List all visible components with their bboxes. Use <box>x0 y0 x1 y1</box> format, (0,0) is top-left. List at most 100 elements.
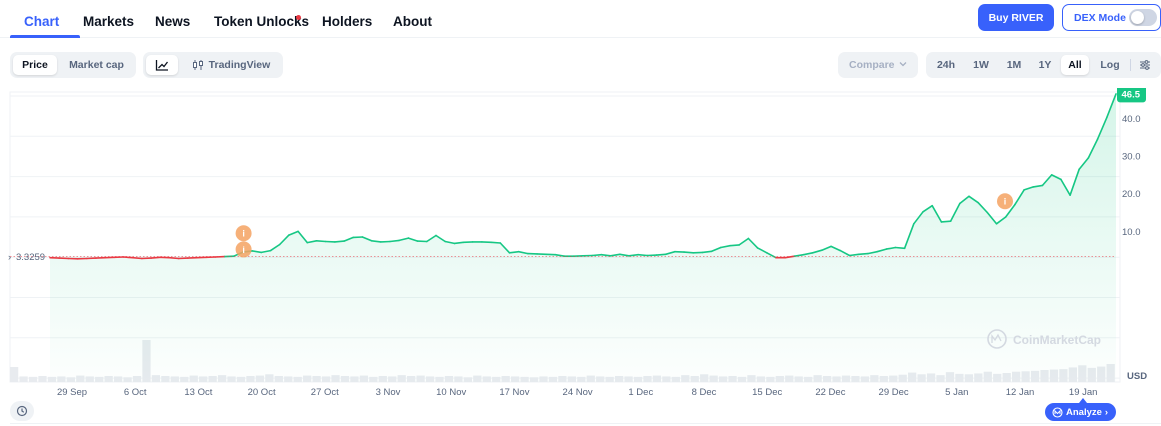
price-line-segment <box>912 211 924 225</box>
chart-settings-button[interactable] <box>1134 55 1156 75</box>
price-line-segment <box>995 216 1007 225</box>
y-tick-label: 40.0 <box>1122 114 1141 125</box>
price-line-segment <box>398 237 410 242</box>
price-line-segment <box>719 244 731 249</box>
info-icon: i <box>1004 197 1007 207</box>
price-line-segment <box>453 241 465 245</box>
x-tick-label: 12 Jan <box>1006 387 1035 398</box>
current-price-tag: 46.5 <box>1117 88 1146 103</box>
chart-type-switch: TradingView <box>143 52 283 78</box>
price-line-segment <box>977 201 989 214</box>
price-line-segment <box>876 248 888 253</box>
event-marker: i <box>235 241 252 258</box>
price-line-segment <box>499 242 511 254</box>
x-tick-label: 6 Oct <box>124 387 147 398</box>
price-line-segment <box>591 253 603 257</box>
price-line-segment <box>701 250 713 254</box>
price-line-segment <box>1023 186 1035 191</box>
price-line-segment <box>1050 174 1062 181</box>
price-line-segment <box>986 211 998 225</box>
price-tab[interactable]: Price <box>13 55 57 75</box>
price-line-segment <box>885 246 897 250</box>
price-line-segment <box>1041 174 1053 187</box>
price-line-segment <box>407 237 419 242</box>
sliders-icon <box>1140 60 1150 70</box>
compare-label: Compare <box>849 59 895 71</box>
tab-about[interactable]: About <box>393 14 432 29</box>
price-line-segment <box>150 256 162 259</box>
dex-mode-toggle[interactable]: DEX Mode <box>1062 4 1161 31</box>
x-tick-label: 3 Nov <box>376 387 401 398</box>
analyze-button[interactable]: Analyze › <box>1045 398 1116 421</box>
time-range-switch: 24h 1W 1M 1Y All Log <box>926 52 1161 78</box>
price-line-segment <box>747 237 759 249</box>
history-button[interactable] <box>10 401 34 421</box>
market-cap-tab[interactable]: Market cap <box>69 59 124 71</box>
price-line-segment <box>269 243 281 252</box>
active-tab-indicator <box>10 35 80 38</box>
price-line-segment <box>683 251 695 254</box>
price-line-segment <box>811 249 823 254</box>
tab-holders[interactable]: Holders <box>322 14 373 29</box>
reference-marker: › <box>8 252 11 263</box>
x-tick-label: 13 Oct <box>184 387 212 398</box>
range-1m[interactable]: 1M <box>1006 59 1022 71</box>
tab-news[interactable]: News <box>155 14 191 29</box>
price-line-segment <box>894 246 906 250</box>
price-line-segment <box>334 240 345 243</box>
chevron-down-icon <box>899 62 907 67</box>
dex-mode-switch[interactable] <box>1129 9 1157 26</box>
price-line-segment <box>444 240 456 245</box>
price-line-segment <box>756 247 768 254</box>
price-line-segment <box>839 249 851 257</box>
range-24h[interactable]: 24h <box>936 59 956 71</box>
y-tick-label: 20.0 <box>1122 189 1141 200</box>
pointer-notch <box>1079 398 1087 403</box>
reference-price-label: 3.3259 <box>16 252 45 263</box>
price-chart[interactable]: CoinMarketCap 29 Sep 6 Oct 13 Oct 20 Oct 27 … <box>0 88 1161 400</box>
log-scale-toggle[interactable]: Log <box>1100 59 1120 71</box>
candlestick-icon <box>192 60 203 70</box>
tradingview-button[interactable]: TradingView <box>185 55 277 75</box>
line-chart-button[interactable] <box>146 55 178 75</box>
ai-analyze-icon <box>1052 406 1063 418</box>
dex-mode-label: DEX Mode <box>1074 12 1126 24</box>
tab-chart[interactable]: Chart <box>24 14 60 29</box>
event-marker: i <box>997 193 1013 210</box>
tradingview-label: TradingView <box>208 59 271 71</box>
event-marker-circle <box>235 241 252 258</box>
chevron-right-icon: › <box>1104 406 1109 418</box>
notification-dot <box>296 15 301 20</box>
bottom-divider <box>10 423 1161 424</box>
price-line-segment <box>830 245 842 252</box>
toolbar-divider <box>1130 59 1131 71</box>
x-tick-label: 19 Jan <box>1069 387 1098 398</box>
price-line-segment <box>288 230 299 236</box>
logo-mark <box>991 333 1002 343</box>
range-all[interactable]: All <box>1061 55 1089 75</box>
range-1w[interactable]: 1W <box>973 59 989 71</box>
event-marker-circle <box>235 225 252 242</box>
tab-markets[interactable]: Markets <box>83 14 135 29</box>
price-line-segment <box>554 253 566 257</box>
price-line-segment <box>297 230 309 244</box>
price-line-segment <box>490 241 502 244</box>
coinmarketcap-logo-icon <box>987 329 1007 349</box>
price-line-segment <box>949 202 961 222</box>
x-tick-label: 20 Oct <box>248 387 276 398</box>
line-chart-icon <box>155 60 169 71</box>
volume-bar <box>38 376 47 382</box>
compare-dropdown[interactable]: Compare <box>838 52 918 78</box>
price-line-segment <box>251 250 263 254</box>
x-tick-label: 29 Dec <box>879 387 909 398</box>
price-line-segment <box>1087 138 1099 159</box>
tab-token-unlocks[interactable]: Token Unlocks <box>214 14 310 29</box>
price-line-segment <box>848 253 860 257</box>
price-line-segment <box>1014 189 1025 206</box>
price-line-segment <box>1069 168 1080 196</box>
price-line-segment <box>278 234 290 246</box>
range-1y[interactable]: 1Y <box>1038 59 1052 71</box>
price-line-segment <box>435 234 447 243</box>
buy-river-button[interactable]: Buy RIVER <box>978 4 1054 31</box>
price-line-segment <box>600 253 612 257</box>
